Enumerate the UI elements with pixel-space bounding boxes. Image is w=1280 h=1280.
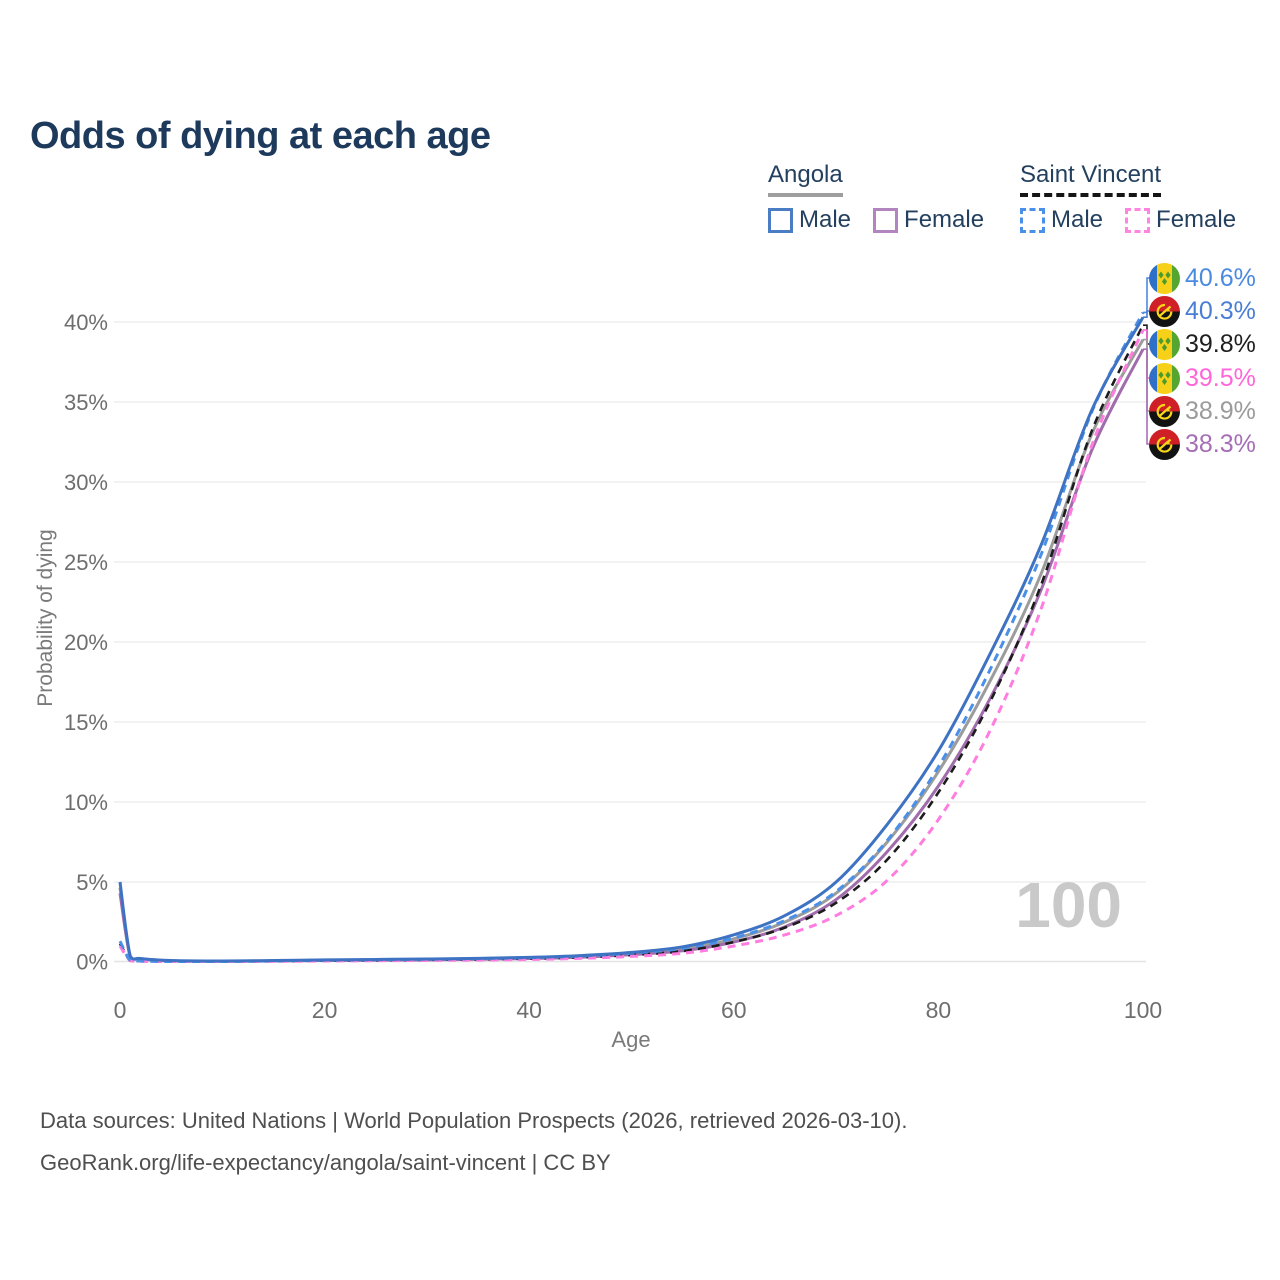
y-tick-label: 25% — [64, 550, 108, 575]
sv-female-swatch-icon — [1125, 207, 1151, 233]
x-tick-label: 100 — [1124, 997, 1162, 1023]
y-tick-label: 40% — [64, 310, 108, 335]
legend-item-angola-male[interactable]: Male — [768, 206, 851, 234]
saint-vincent-flag-icon — [1149, 363, 1180, 394]
legend-item-label: Male — [799, 206, 852, 234]
angola-flag-icon — [1149, 429, 1180, 460]
series-end-label: 40.6% — [1149, 263, 1256, 294]
x-axis-title: Age — [611, 1027, 651, 1052]
series-line-angola-both-sexes[interactable] — [118, 338, 1145, 963]
series-end-label: 40.3% — [1149, 296, 1256, 327]
series-end-label: 39.8% — [1149, 329, 1256, 360]
series-end-label: 38.3% — [1149, 429, 1256, 460]
y-tick-label: 35% — [64, 390, 108, 415]
data-sources-caption: Data sources: United Nations | World Pop… — [40, 1108, 908, 1133]
legend-group-angola: Angola Male Female — [768, 161, 984, 234]
saint-vincent-flag-icon — [1149, 329, 1180, 360]
y-tick-label: 10% — [64, 790, 108, 815]
page-title: Odds of dying at each age — [30, 115, 491, 158]
series-line-saint-vincent-female[interactable] — [118, 329, 1145, 963]
legend-header-angola[interactable]: Angola — [768, 161, 843, 198]
x-tick-label: 80 — [926, 997, 952, 1023]
y-axis-title: Probability of dying — [34, 529, 57, 707]
end-label-value: 38.3% — [1185, 430, 1256, 458]
legend-group-saint-vincent: Saint Vincent Male Female — [1020, 161, 1236, 234]
y-tick-label: 15% — [64, 710, 108, 735]
series-end-label: 38.9% — [1149, 396, 1256, 427]
angola-flag-icon — [1149, 396, 1180, 427]
x-tick-label: 20 — [312, 997, 338, 1023]
sv-male-swatch-icon — [1020, 207, 1045, 233]
saint-vincent-flag-icon — [1149, 263, 1180, 294]
legend-item-sv-male[interactable]: Male — [1020, 206, 1103, 234]
y-tick-label: 30% — [64, 470, 108, 495]
legend-item-label: Male — [1051, 206, 1104, 234]
angola-male-swatch-icon — [768, 207, 793, 233]
legend-item-angola-female[interactable]: Female — [873, 206, 984, 234]
y-tick-label: 0% — [76, 950, 108, 975]
end-label-value: 38.9% — [1185, 397, 1256, 425]
legend-item-label: Female — [1156, 206, 1237, 234]
end-label-value: 40.6% — [1185, 264, 1256, 292]
series-line-angola-male[interactable] — [118, 316, 1145, 963]
angola-female-swatch-icon — [873, 207, 899, 233]
series-line-saint-vincent-male[interactable] — [118, 311, 1145, 963]
end-label-value: 40.3% — [1185, 297, 1256, 325]
y-tick-label: 5% — [76, 870, 108, 895]
end-label-value: 39.5% — [1185, 364, 1256, 392]
legend-item-label: Female — [904, 206, 985, 234]
angola-flag-icon — [1149, 296, 1180, 327]
age-watermark: 100 — [1015, 869, 1122, 941]
x-tick-label: 40 — [516, 997, 542, 1023]
legend-header-saint-vincent[interactable]: Saint Vincent — [1020, 161, 1161, 198]
attribution-caption: GeoRank.org/life-expectancy/angola/saint… — [40, 1150, 611, 1175]
y-tick-label: 20% — [64, 630, 108, 655]
series-line-saint-vincent-both-sexes[interactable] — [118, 324, 1145, 963]
series-end-label: 39.5% — [1149, 363, 1256, 394]
end-label-value: 39.8% — [1185, 330, 1256, 358]
x-tick-label: 60 — [721, 997, 747, 1023]
legend-item-sv-female[interactable]: Female — [1125, 206, 1236, 234]
x-tick-label: 0 — [114, 997, 127, 1023]
